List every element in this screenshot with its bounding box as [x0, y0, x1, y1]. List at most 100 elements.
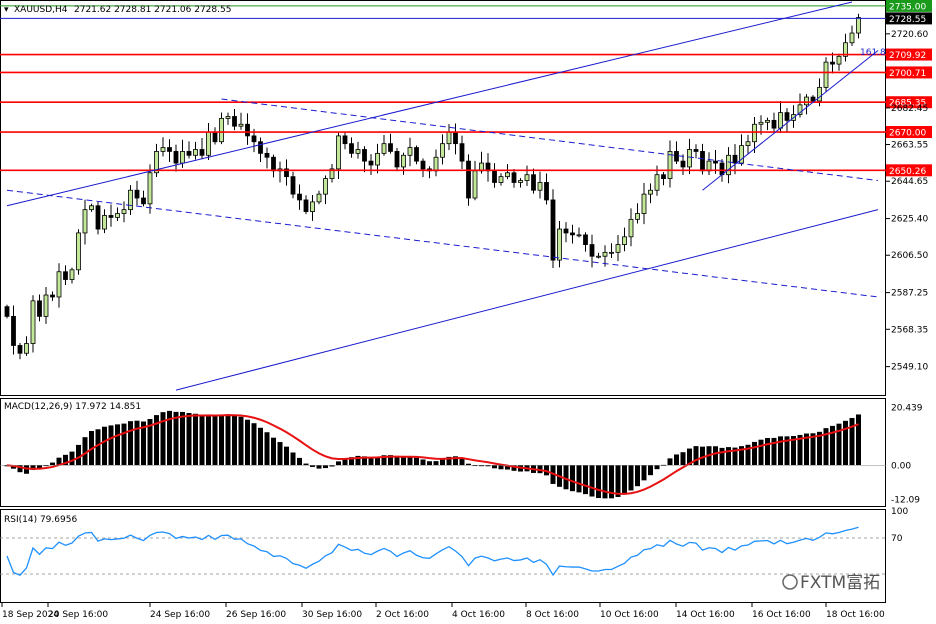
candle-body [225, 116, 231, 119]
price-tick-label: 2720.60 [891, 30, 928, 40]
level-tag-label: 2650.26 [889, 167, 926, 177]
candle-body [739, 145, 744, 164]
macd-bar [511, 465, 517, 471]
candle-body [680, 160, 686, 168]
macd-bar [713, 446, 718, 466]
macd-bar [453, 456, 458, 466]
candle-body [700, 151, 705, 172]
candle-body [661, 174, 666, 179]
macd-tick-label: -12.09 [891, 496, 920, 506]
candle-body [69, 269, 75, 280]
candle-body [206, 131, 211, 156]
candle-body [17, 345, 23, 354]
candle-body [797, 104, 803, 115]
macd-bar [115, 424, 120, 466]
macd-bar [394, 456, 400, 466]
macd-bar [797, 434, 803, 466]
macd-bar [323, 465, 328, 469]
macd-bar [817, 431, 822, 466]
rsi-line [6, 526, 859, 577]
candle-body [199, 149, 205, 156]
macd-bar [667, 458, 673, 466]
macd-bar [466, 463, 471, 466]
macd-bar [121, 423, 127, 466]
macd-bar [251, 423, 257, 466]
candle-body [492, 170, 497, 183]
x-tick-label: 18 Sep 2024 [2, 610, 59, 620]
x-tick-label: 30 Sep 16:00 [302, 610, 362, 620]
candle-body [856, 17, 861, 34]
x-tick-label: 10 Oct 16:00 [600, 610, 659, 620]
macd-bar [472, 465, 478, 467]
level-tag-label: 2670.00 [889, 129, 926, 139]
macd-bar [674, 454, 679, 466]
macd-bar [290, 452, 296, 466]
level-tag [886, 48, 932, 61]
candle-body [407, 147, 413, 156]
x-tick-label: 24 Sep 16:00 [150, 610, 210, 620]
macd-bar [17, 465, 23, 473]
candle-body [355, 149, 361, 154]
macd-layer [0, 410, 886, 499]
channel-upper-dashed [221, 98, 879, 182]
candle-body [329, 168, 335, 179]
candle-body [596, 255, 601, 258]
candle-body [219, 118, 224, 143]
macd-bar [37, 465, 42, 469]
macd-bar [719, 447, 725, 466]
macd-bar [388, 455, 393, 466]
level-tag [886, 12, 932, 25]
macd-bar [128, 421, 133, 466]
trendlines [6, 1, 879, 391]
macd-bar [433, 461, 439, 466]
candle-body [160, 147, 166, 152]
candle-body [193, 149, 198, 156]
level-tag-label: 2728.55 [889, 15, 926, 25]
candle-body [128, 189, 133, 211]
macd-bar [589, 465, 595, 497]
macd-bar [180, 411, 185, 466]
macd-bar [297, 457, 302, 466]
level-tag [886, 164, 932, 177]
watermark-logo-icon [782, 574, 798, 590]
level-tag [886, 66, 932, 79]
x-tick-label: 14 Oct 16:00 [676, 610, 735, 620]
candle-body [264, 152, 270, 158]
rsi-panel [0, 509, 886, 603]
candle-body [778, 112, 783, 129]
candle-body [290, 176, 296, 195]
candle-body [121, 209, 127, 214]
candle-body [836, 55, 842, 65]
candle-body [550, 199, 556, 261]
macd-bar [316, 465, 322, 469]
x-tick-label: 18 Oct 16:00 [826, 610, 885, 620]
collapse-triangle-icon[interactable]: ▾ [4, 5, 9, 15]
macd-bar [212, 416, 218, 466]
macd-bar [199, 415, 205, 466]
macd-bar [407, 456, 413, 466]
macd-tick-label: 20.439 [891, 403, 923, 413]
candle-body [173, 151, 179, 164]
macd-bar [362, 456, 367, 466]
macd-bar [836, 423, 842, 466]
candle-body [726, 154, 731, 176]
candle-body [667, 151, 673, 179]
macd-bar [245, 419, 250, 466]
macd-bar [823, 428, 829, 466]
level-tag-label: 2709.92 [889, 51, 926, 61]
candle-body [4, 306, 10, 317]
macd-bar [56, 457, 62, 466]
candle-body [303, 199, 309, 212]
macd-bar [641, 465, 647, 481]
macd-bar [635, 465, 640, 487]
levels-layer: 2735.00 2728.55 2709.92 2700.71 2685.35 2670.… [0, 0, 932, 177]
axis-layer: 2549.10 2568.35 2587.25 2606.50 2625.40 2644.… [1, 30, 928, 620]
candle-body [11, 315, 16, 346]
watermark-text: FXTM富拓 [800, 573, 880, 593]
macd-bar [609, 465, 614, 499]
candle-body [817, 86, 822, 102]
price-tick-label: 2663.55 [891, 141, 928, 151]
macd-bar [680, 452, 686, 466]
fib-label: 161.8 [860, 48, 886, 58]
rsi-layer [0, 526, 886, 577]
